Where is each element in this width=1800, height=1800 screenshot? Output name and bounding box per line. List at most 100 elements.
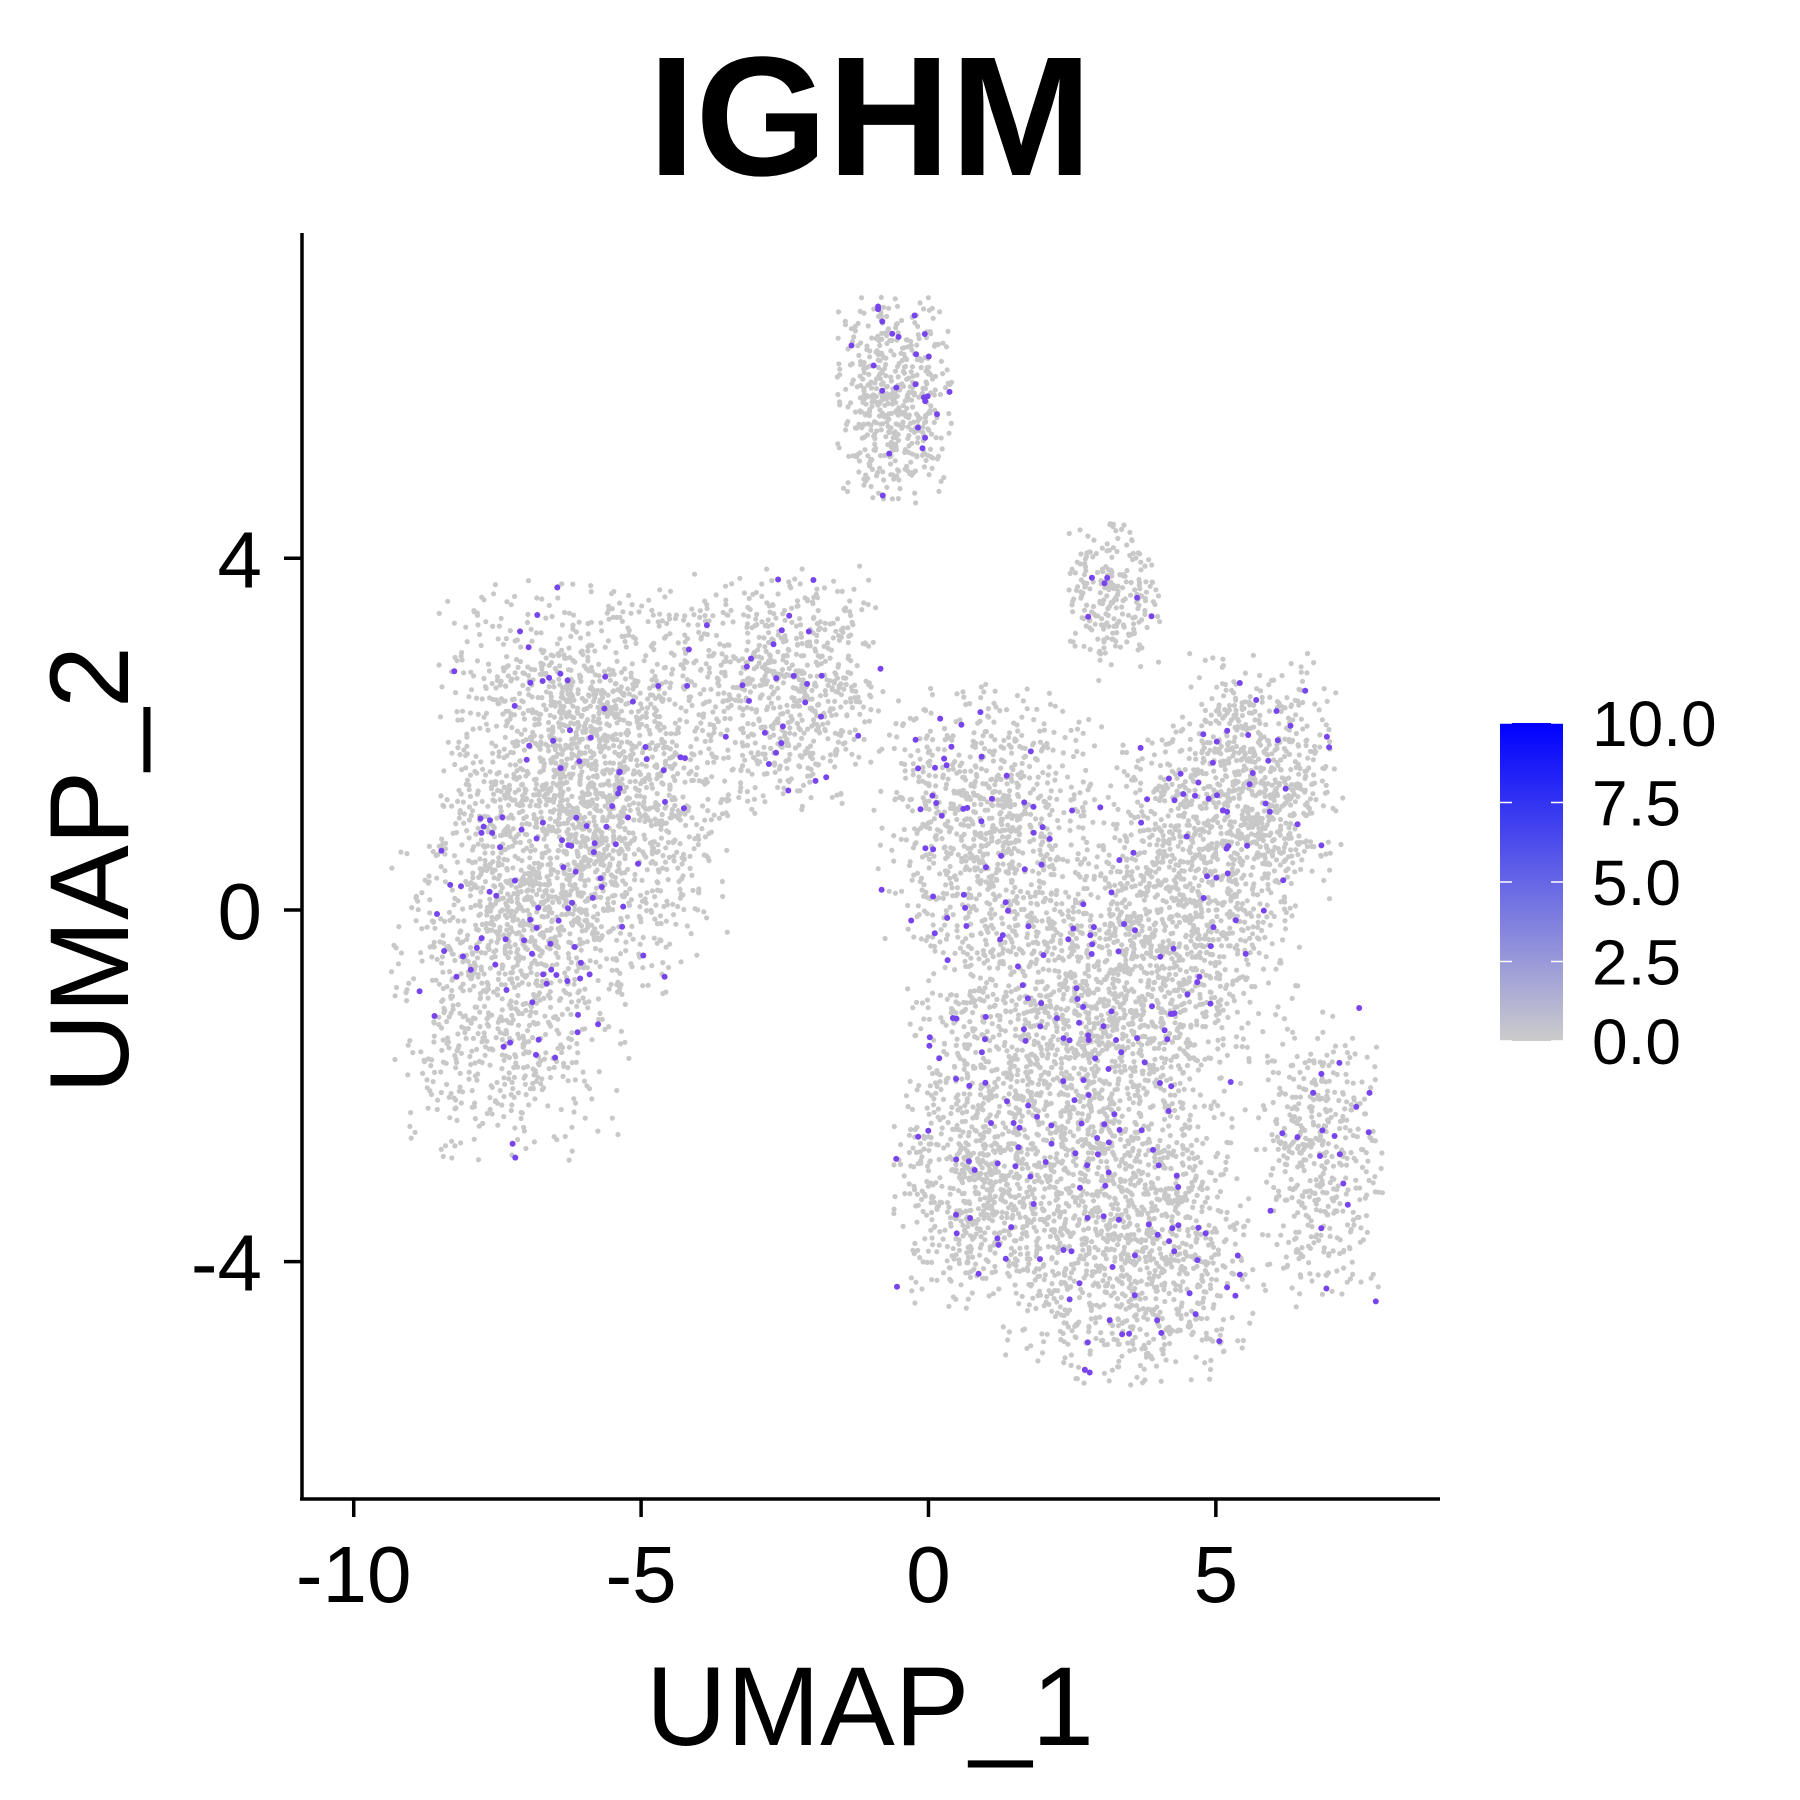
cell-point — [752, 683, 758, 690]
cell-point — [694, 822, 700, 828]
cell-point — [977, 796, 983, 802]
cell-point — [843, 699, 849, 705]
cell-point — [480, 885, 486, 891]
cell-point — [856, 458, 863, 464]
cell-point — [883, 434, 889, 440]
cell-point — [493, 779, 499, 785]
cell-point — [868, 759, 874, 765]
cell-point — [954, 928, 960, 934]
cell-point — [501, 668, 507, 674]
cell-point — [524, 907, 531, 914]
cell-point — [992, 897, 998, 903]
cell-point — [726, 642, 732, 648]
cell-point — [460, 959, 466, 965]
cell-point — [449, 803, 455, 809]
cell-point — [921, 306, 927, 312]
cell-point — [578, 649, 584, 655]
cell-point — [683, 822, 689, 829]
cell-point — [552, 746, 558, 753]
cell-point — [552, 818, 559, 825]
cell-point — [489, 680, 495, 687]
cell-point — [597, 1010, 603, 1017]
cell-point — [689, 702, 695, 709]
cell-point — [925, 452, 931, 458]
cell-point — [840, 485, 847, 491]
cell-point — [458, 928, 464, 934]
cell-point — [449, 987, 455, 994]
cell-point — [914, 440, 921, 446]
cell-point — [713, 754, 719, 761]
cell-point — [915, 748, 921, 754]
cell-point — [587, 958, 593, 964]
cell-point — [479, 1060, 485, 1066]
cell-point — [446, 909, 452, 916]
cell-point — [674, 849, 680, 855]
cell-point — [873, 349, 879, 355]
cell-point — [501, 746, 507, 752]
cell-point — [622, 638, 628, 645]
cell-point — [906, 450, 912, 456]
cell-point — [954, 885, 961, 891]
cell-point — [830, 635, 836, 641]
cell-point — [905, 803, 911, 810]
cell-point — [568, 1011, 574, 1018]
cell-point — [878, 421, 884, 427]
cell-point — [667, 684, 673, 691]
cell-point — [1086, 716, 1092, 723]
cell-point — [1041, 743, 1047, 749]
cell-point — [653, 902, 659, 908]
cell-point — [794, 598, 801, 604]
cell-point — [474, 1077, 480, 1083]
cell-point — [475, 622, 481, 628]
cell-point — [941, 726, 948, 732]
cell-point — [840, 728, 846, 735]
cell-point — [487, 908, 494, 914]
cell-point — [1027, 775, 1033, 781]
cell-point — [466, 1076, 472, 1082]
cell-point — [1083, 767, 1089, 774]
cell-point — [868, 456, 874, 462]
cell-point — [1051, 729, 1057, 735]
cell-point — [954, 831, 960, 837]
cell-point — [542, 1031, 549, 1038]
cell-point — [654, 764, 660, 771]
cell-point — [807, 743, 814, 749]
cell-point — [512, 638, 518, 644]
cell-point — [1080, 751, 1086, 757]
cell-point — [598, 808, 604, 814]
cell-point — [598, 691, 605, 697]
cell-point — [886, 411, 892, 417]
cell-point — [439, 998, 445, 1005]
cell-point — [911, 390, 918, 396]
cell-point — [533, 1010, 539, 1016]
cell-point — [710, 709, 716, 715]
cell-point — [625, 686, 631, 692]
cell-point — [796, 697, 803, 704]
cell-point — [1019, 714, 1025, 720]
cell-point — [637, 941, 643, 947]
cell-point — [1041, 867, 1047, 873]
cell-point — [490, 850, 496, 856]
cell-point — [614, 737, 620, 743]
cell-point — [869, 466, 876, 472]
cell-point — [546, 602, 552, 609]
cell-point — [840, 741, 846, 747]
cell-point — [580, 815, 586, 822]
cell-point — [588, 766, 595, 772]
cell-point — [923, 419, 929, 425]
cell-point — [1016, 782, 1022, 789]
cell-point — [512, 942, 518, 948]
cell-point — [912, 841, 918, 847]
cell-point — [458, 985, 464, 991]
cell-point — [629, 742, 635, 749]
cell-point — [622, 666, 628, 672]
cell-point — [861, 736, 867, 743]
cell-point — [786, 647, 792, 653]
cell-point — [592, 672, 599, 678]
cell-point — [440, 932, 446, 939]
cell-point — [667, 746, 674, 752]
cell-point — [525, 707, 531, 714]
cell-point — [518, 881, 524, 887]
cell-point — [603, 846, 610, 852]
cell-point — [591, 713, 597, 720]
